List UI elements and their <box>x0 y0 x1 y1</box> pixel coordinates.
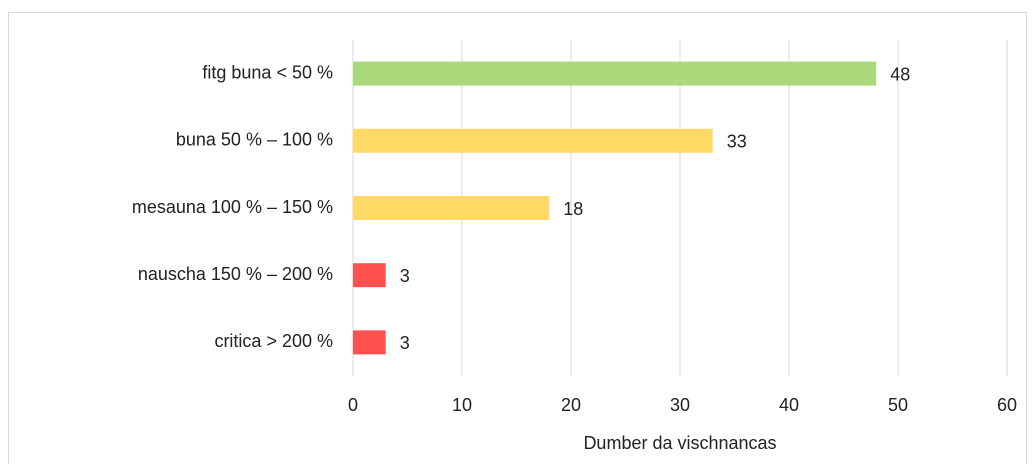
x-tick-label: 20 <box>561 395 581 415</box>
y-tick-label: mesauna 100 % – 150 % <box>132 197 333 217</box>
data-label: 3 <box>400 333 410 353</box>
data-label: 18 <box>563 199 583 219</box>
y-tick-label: fitg buna < 50 % <box>202 62 333 82</box>
y-tick-label: nauscha 150 % – 200 % <box>138 264 333 284</box>
data-label: 33 <box>727 132 747 152</box>
x-tick-label: 30 <box>670 395 690 415</box>
chart-border <box>8 12 1027 464</box>
bar <box>353 128 713 153</box>
y-tick-label: buna 50 % – 100 % <box>176 130 333 150</box>
x-axis-label: Dumber da vischnancas <box>583 433 776 453</box>
bar <box>353 263 386 288</box>
x-tick-label: 50 <box>888 395 908 415</box>
y-tick-label: critica > 200 % <box>214 331 333 351</box>
x-tick-label: 10 <box>452 395 472 415</box>
x-tick-label: 0 <box>348 395 358 415</box>
bar <box>353 196 550 220</box>
x-tick-label: 40 <box>779 395 799 415</box>
data-label: 3 <box>400 266 410 286</box>
bar <box>353 330 386 355</box>
bar <box>353 61 877 86</box>
x-tick-label: 60 <box>997 395 1017 415</box>
data-label: 48 <box>890 64 910 84</box>
